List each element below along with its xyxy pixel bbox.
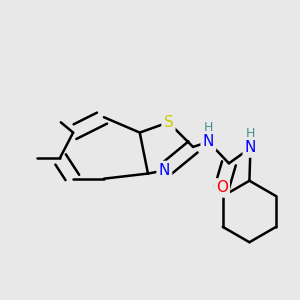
Text: N: N [159, 163, 170, 178]
Text: H: H [246, 127, 255, 140]
Text: O: O [216, 180, 228, 195]
Text: S: S [164, 115, 173, 130]
Text: N: N [203, 134, 214, 149]
Text: H: H [204, 121, 213, 134]
Text: N: N [245, 140, 256, 155]
